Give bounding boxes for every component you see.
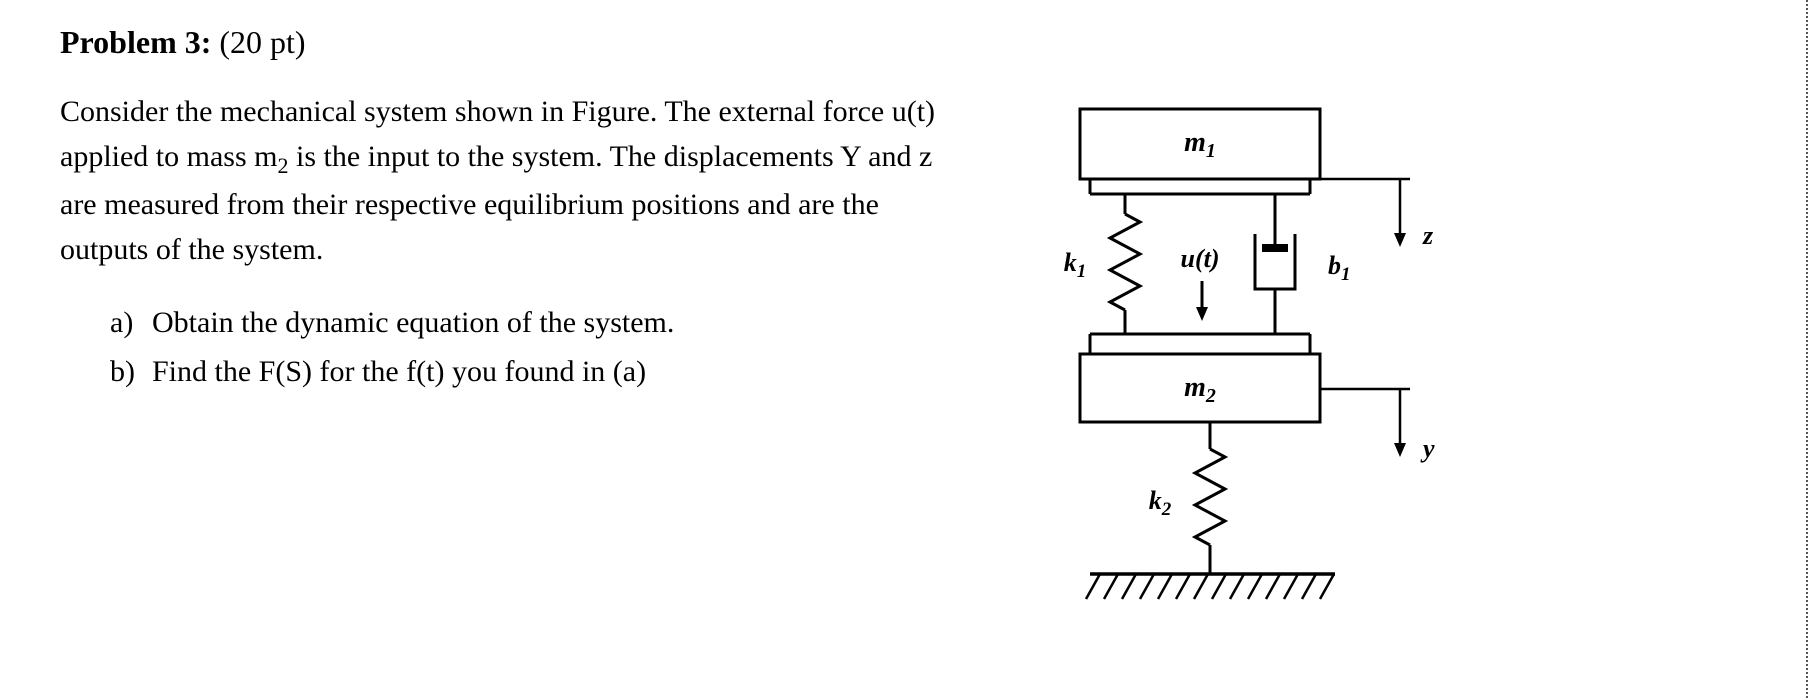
z-arrow-head: [1394, 233, 1406, 247]
y-arrow-head: [1394, 443, 1406, 457]
k2-label: k2: [1149, 486, 1172, 520]
mechanical-system-diagram: m1 k1 b1 u(t) m2: [980, 89, 1500, 649]
question-a-label: a): [110, 300, 152, 345]
z-label: z: [1422, 221, 1434, 250]
b1-label: b1: [1328, 251, 1351, 285]
question-b-label: b): [110, 349, 152, 394]
prob-line2b: is the input to the system. The: [288, 140, 656, 173]
y-label: y: [1420, 434, 1435, 463]
question-list: a) Obtain the dynamic equation of the sy…: [60, 300, 940, 394]
problem-title-bold: Problem 3:: [60, 24, 211, 60]
content-row: Consider the mechanical system shown in …: [60, 89, 1748, 649]
question-a: a) Obtain the dynamic equation of the sy…: [110, 300, 940, 345]
ut-arrow-head: [1196, 307, 1208, 321]
question-a-text: Obtain the dynamic equation of the syste…: [152, 300, 674, 345]
problem-header: Problem 3: (20 pt): [60, 24, 1748, 61]
question-b-text: Find the F(S) for the f(t) you found in …: [152, 349, 646, 394]
prob-line2-sub: 2: [277, 153, 288, 178]
spring-k2-coil: [1195, 449, 1225, 545]
k1-label: k1: [1064, 248, 1087, 282]
figure-section: m1 k1 b1 u(t) m2: [980, 89, 1500, 649]
ut-label: u(t): [1181, 244, 1220, 273]
problem-description: Consider the mechanical system shown in …: [60, 89, 940, 272]
question-b: b) Find the F(S) for the f(t) you found …: [110, 349, 940, 394]
damper-b1-piston: [1262, 244, 1288, 252]
problem-title-normal: (20 pt): [211, 24, 305, 60]
spring-k1-coil: [1110, 214, 1140, 310]
text-section: Consider the mechanical system shown in …: [60, 89, 940, 398]
prob-line1: Consider the mechanical system shown in …: [60, 95, 815, 128]
ground-hatch: [1086, 574, 1334, 599]
